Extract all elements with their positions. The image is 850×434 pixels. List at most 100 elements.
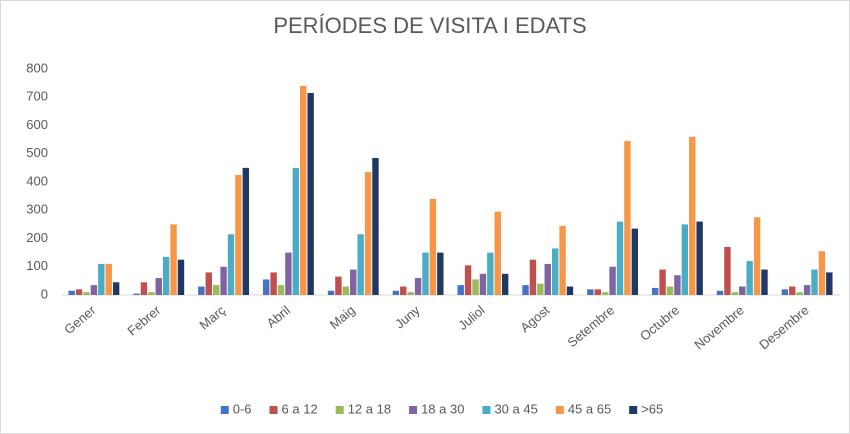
bar [681, 224, 689, 295]
bar [811, 269, 818, 295]
bar [472, 279, 479, 295]
bar [551, 248, 559, 295]
bar [429, 198, 437, 295]
bar [746, 261, 753, 295]
bar [616, 221, 624, 295]
bar [529, 259, 537, 295]
legend-label: 18 a 30 [421, 401, 464, 416]
bar [235, 174, 242, 295]
bar [487, 252, 494, 295]
y-tick-label: 200 [26, 230, 48, 245]
bar [422, 252, 429, 295]
bar [112, 282, 120, 295]
bar [392, 290, 400, 295]
bar [437, 252, 444, 295]
bar [559, 225, 566, 295]
legend-swatch [409, 406, 418, 414]
y-tick-label: 100 [26, 258, 48, 273]
bar [501, 273, 509, 295]
bar [307, 93, 314, 295]
legend-swatch [335, 406, 344, 414]
y-tick-label: 600 [26, 117, 48, 132]
bar [457, 285, 464, 295]
bar [666, 286, 674, 295]
legend-swatch [269, 406, 278, 414]
bar [414, 278, 422, 295]
chart-title: PERÍODES DE VISITA I EDATS [273, 13, 586, 38]
bar [262, 279, 270, 295]
bar [781, 289, 789, 295]
bar [148, 292, 155, 295]
bar [674, 275, 681, 295]
bar [731, 292, 739, 295]
bar [479, 273, 487, 295]
legend-swatch [629, 406, 638, 414]
legend-label: 6 a 12 [282, 401, 318, 416]
bar [372, 157, 379, 295]
bar [566, 286, 574, 295]
bar [205, 272, 212, 295]
bar [133, 293, 140, 295]
bar [162, 256, 170, 295]
legend-label: 45 a 65 [568, 401, 611, 416]
bar [292, 167, 300, 295]
bar [544, 263, 551, 295]
legend-label: >65 [641, 401, 663, 416]
bar [407, 292, 414, 295]
bar [68, 290, 75, 295]
bar [105, 263, 112, 295]
bar [335, 276, 342, 295]
bar [198, 286, 205, 295]
bar [753, 217, 761, 295]
bar [90, 285, 98, 295]
y-tick-label: 800 [26, 60, 48, 75]
legend-swatch [220, 406, 229, 414]
bar [651, 287, 659, 295]
bar [609, 266, 616, 295]
bar [342, 286, 350, 295]
bar [464, 265, 472, 295]
bar [75, 289, 83, 295]
bar [761, 269, 768, 295]
bar [796, 292, 803, 295]
bar [140, 282, 148, 295]
legend-label: 0-6 [233, 401, 252, 416]
bar [587, 289, 594, 295]
bar [177, 259, 185, 295]
bar [327, 290, 335, 295]
bar [220, 266, 227, 295]
bar [659, 269, 666, 295]
bar [357, 234, 364, 295]
legend-label: 12 a 18 [348, 401, 391, 416]
y-tick-label: 500 [26, 145, 48, 160]
bar [601, 292, 609, 295]
bar [826, 272, 833, 295]
bar [724, 246, 731, 295]
bar [270, 272, 277, 295]
bar [624, 141, 631, 295]
bar [739, 286, 746, 295]
bar [83, 292, 90, 295]
bar [803, 285, 811, 295]
legend-swatch [555, 406, 564, 414]
y-tick-label: 0 [41, 286, 48, 301]
legend-swatch [482, 406, 491, 414]
y-tick-label: 400 [26, 173, 48, 188]
bar [364, 172, 372, 295]
bar [277, 285, 285, 295]
bar [242, 167, 250, 295]
bar [818, 251, 826, 295]
bar [285, 252, 292, 295]
bar [522, 285, 529, 295]
bar [227, 234, 235, 295]
bar [689, 136, 696, 295]
bar [300, 85, 307, 295]
bar [350, 269, 357, 295]
bar [155, 278, 162, 295]
bar [400, 286, 407, 295]
y-tick-label: 300 [26, 202, 48, 217]
bar [170, 224, 177, 295]
bar [537, 283, 544, 295]
